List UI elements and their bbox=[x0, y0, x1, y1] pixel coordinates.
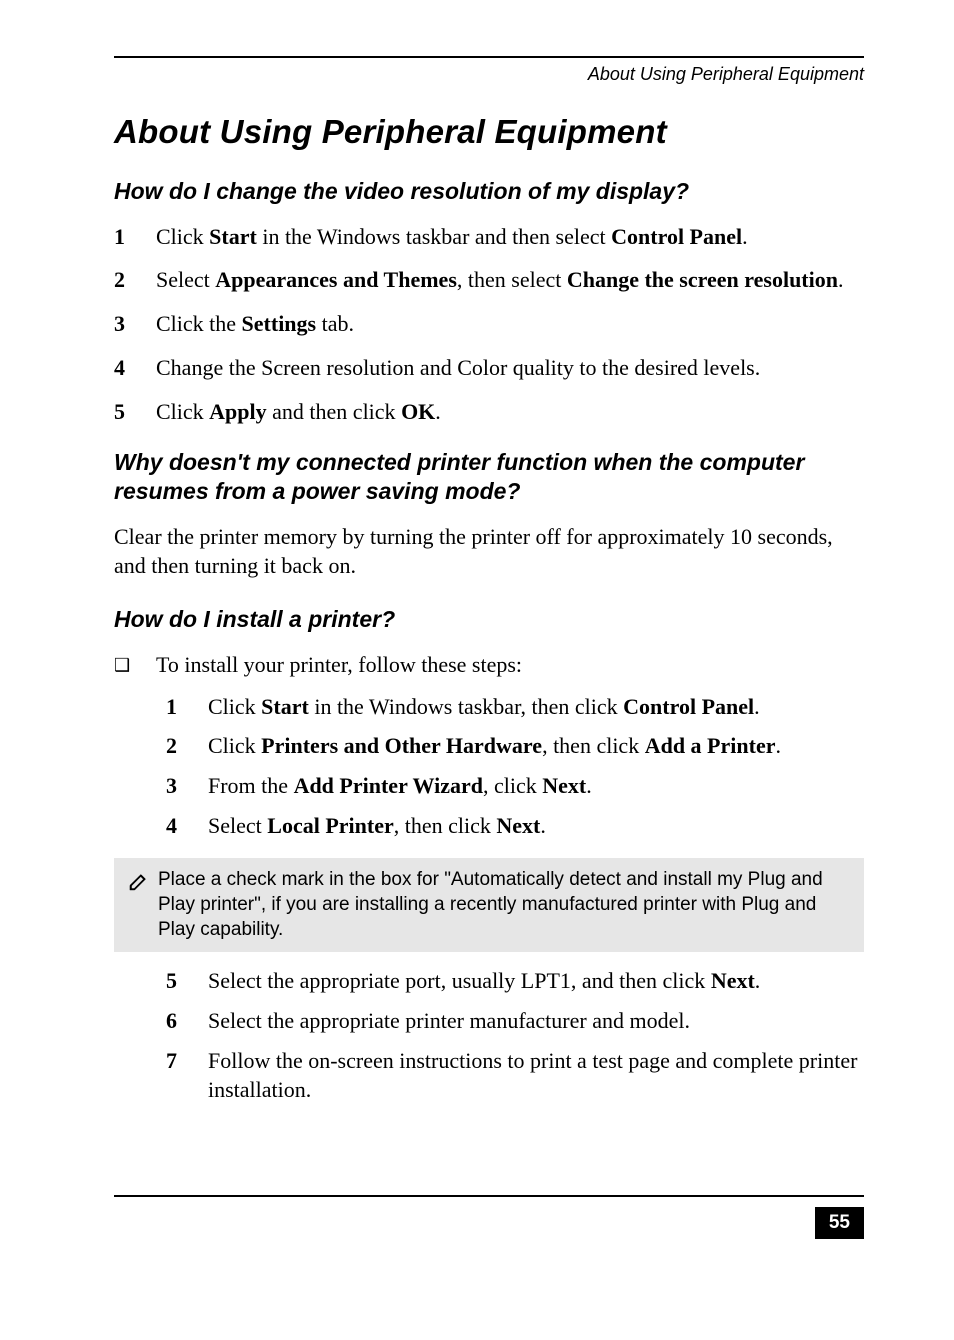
step-number: 1 bbox=[114, 222, 156, 252]
section1-heading: How do I change the video resolution of … bbox=[114, 177, 864, 206]
list-item: 5 Select the appropriate port, usually L… bbox=[166, 966, 864, 996]
list-item: 1 Click Start in the Windows taskbar, th… bbox=[166, 692, 864, 722]
step-text: Click Printers and Other Hardware, then … bbox=[208, 731, 864, 761]
bullet-text: To install your printer, follow these st… bbox=[156, 650, 864, 680]
list-item: 4 Select Local Printer, then click Next. bbox=[166, 811, 864, 841]
step-number: 2 bbox=[166, 731, 208, 761]
section3-heading: How do I install a printer? bbox=[114, 605, 864, 634]
list-item: 4 Change the Screen resolution and Color… bbox=[114, 353, 864, 383]
step-text: Select Appearances and Themes, then sele… bbox=[156, 265, 864, 295]
step-number: 5 bbox=[166, 966, 208, 996]
step-number: 4 bbox=[166, 811, 208, 841]
bullet-icon: ❑ bbox=[114, 650, 156, 677]
list-item: 2 Click Printers and Other Hardware, the… bbox=[166, 731, 864, 761]
step-text: Click Start in the Windows taskbar, then… bbox=[208, 692, 864, 722]
step-text: Follow the on-screen instructions to pri… bbox=[208, 1046, 864, 1105]
list-item: 3 From the Add Printer Wizard, click Nex… bbox=[166, 771, 864, 801]
step-number: 3 bbox=[166, 771, 208, 801]
step-number: 3 bbox=[114, 309, 156, 339]
step-text: Click Apply and then click OK. bbox=[156, 397, 864, 427]
section3-steps-a: 1 Click Start in the Windows taskbar, th… bbox=[166, 692, 864, 841]
step-number: 4 bbox=[114, 353, 156, 383]
step-number: 5 bbox=[114, 397, 156, 427]
list-item: 5 Click Apply and then click OK. bbox=[114, 397, 864, 427]
list-item: 1 Click Start in the Windows taskbar and… bbox=[114, 222, 864, 252]
page-number-wrap: 55 bbox=[114, 1207, 864, 1239]
page-number: 55 bbox=[815, 1207, 864, 1239]
section2-body: Clear the printer memory by turning the … bbox=[114, 522, 864, 581]
step-text: Change the Screen resolution and Color q… bbox=[156, 353, 864, 383]
section2-heading: Why doesn't my connected printer functio… bbox=[114, 448, 864, 506]
page: About Using Peripheral Equipment About U… bbox=[0, 0, 954, 1279]
pencil-icon bbox=[128, 868, 158, 897]
note-box: Place a check mark in the box for "Autom… bbox=[114, 858, 864, 952]
running-head: About Using Peripheral Equipment bbox=[114, 64, 864, 85]
step-text: Select Local Printer, then click Next. bbox=[208, 811, 864, 841]
step-number: 1 bbox=[166, 692, 208, 722]
list-item: 2 Select Appearances and Themes, then se… bbox=[114, 265, 864, 295]
note-text: Place a check mark in the box for "Autom… bbox=[158, 868, 850, 942]
step-text: Select the appropriate printer manufactu… bbox=[208, 1006, 864, 1036]
footer: 55 bbox=[114, 1195, 864, 1239]
step-text: Click the Settings tab. bbox=[156, 309, 864, 339]
footer-rule bbox=[114, 1195, 864, 1197]
page-title: About Using Peripheral Equipment bbox=[114, 113, 864, 151]
section3-steps-b: 5 Select the appropriate port, usually L… bbox=[166, 966, 864, 1105]
top-rule bbox=[114, 56, 864, 58]
step-number: 7 bbox=[166, 1046, 208, 1076]
bullet-item: ❑ To install your printer, follow these … bbox=[114, 650, 864, 680]
list-item: 7 Follow the on-screen instructions to p… bbox=[166, 1046, 864, 1105]
step-number: 2 bbox=[114, 265, 156, 295]
step-text: Select the appropriate port, usually LPT… bbox=[208, 966, 864, 996]
step-text: From the Add Printer Wizard, click Next. bbox=[208, 771, 864, 801]
step-number: 6 bbox=[166, 1006, 208, 1036]
list-item: 6 Select the appropriate printer manufac… bbox=[166, 1006, 864, 1036]
section1-steps: 1 Click Start in the Windows taskbar and… bbox=[114, 222, 864, 426]
step-text: Click Start in the Windows taskbar and t… bbox=[156, 222, 864, 252]
list-item: 3 Click the Settings tab. bbox=[114, 309, 864, 339]
